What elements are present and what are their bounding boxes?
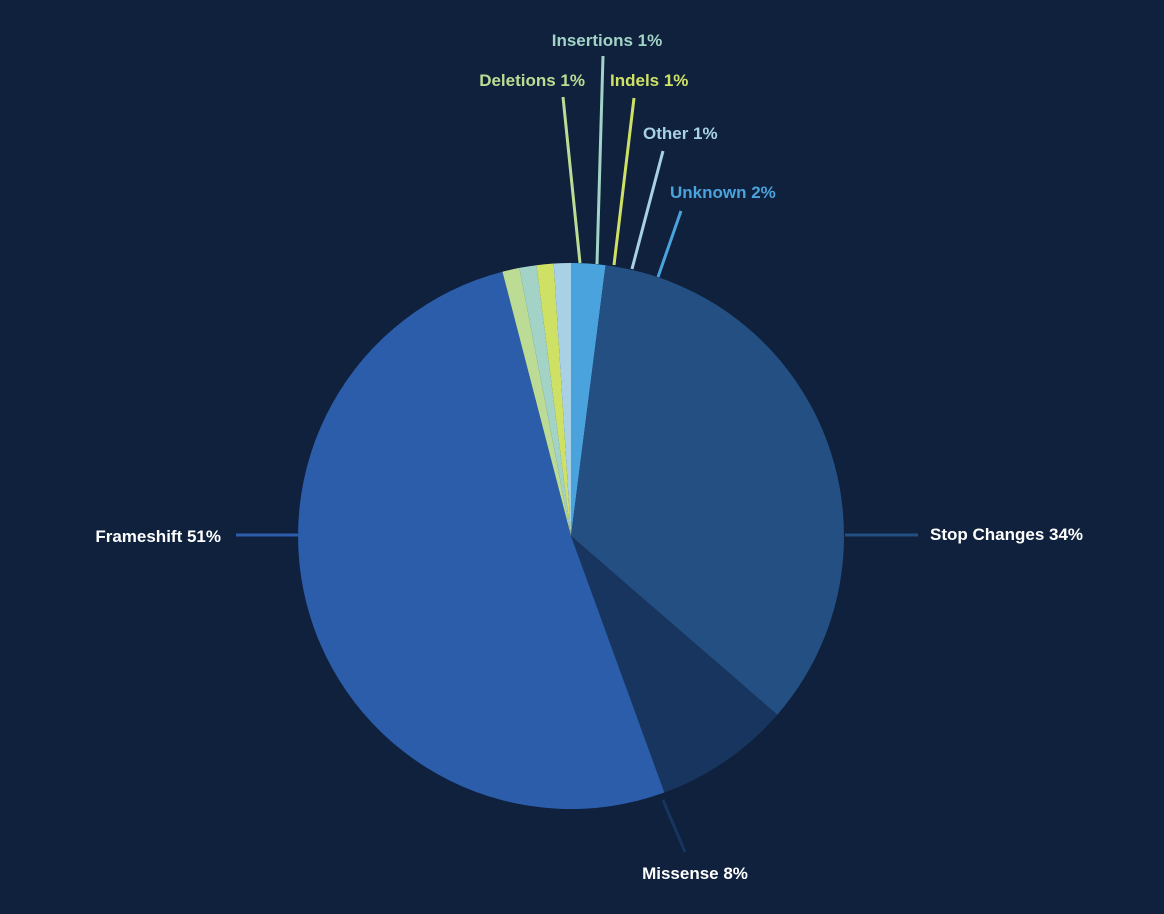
pie-slice-unknown [571,263,606,536]
leader-line-missense [661,799,687,853]
pie-slice-deletions [502,267,571,536]
leader-line-unknown [656,210,683,278]
slice-label-other: Other 1% [643,124,718,143]
leader-lines [236,55,918,853]
leader-line-insertions [595,55,605,265]
slice-label-insertions: Insertions 1% [552,31,663,50]
slice-label-unknown: Unknown 2% [670,183,776,202]
pie-slice-indels [536,263,571,536]
leader-line-other [630,150,665,270]
pie-slice-frameshift [298,271,665,809]
pie-slice-stop-changes [571,265,844,715]
leader-line-indels [612,97,636,266]
slice-labels: Unknown 2% Stop Changes 34% Missense 8% Fra… [95,31,1083,883]
slice-label-indels: Indels 1% [610,71,688,90]
slice-label-deletions: Deletions 1% [479,71,585,90]
pie-slice-other [553,263,571,536]
slice-label-missense: Missense 8% [642,864,748,883]
pie-slice-missense [571,536,778,793]
slice-label-stop-changes: Stop Changes 34% [930,525,1083,544]
slice-label-frameshift: Frameshift 51% [95,527,221,546]
leader-line-deletions [561,96,582,264]
pie-slices [298,263,844,809]
pie-slice-insertions [519,265,571,536]
